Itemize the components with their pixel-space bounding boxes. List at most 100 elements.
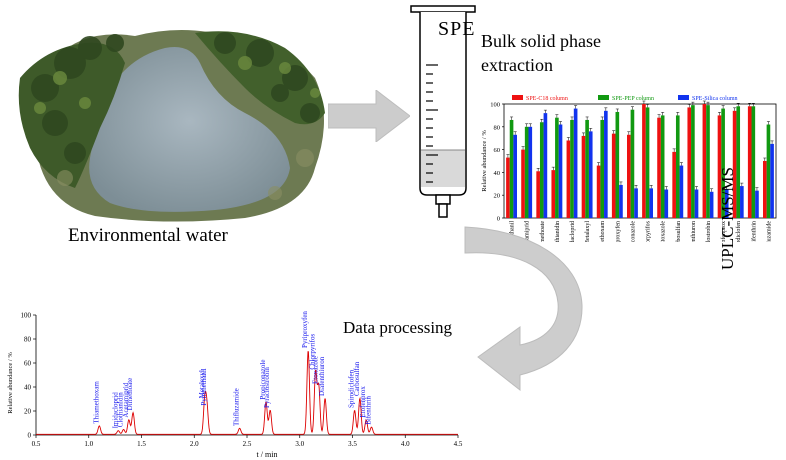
bar-category-label: Thifluzamide	[765, 221, 772, 242]
bar	[724, 189, 729, 218]
curved-arrow	[464, 226, 583, 392]
peak-label: Imidacloprid	[111, 392, 119, 429]
bulk-extraction-label-line1: Bulk solid phase	[481, 31, 601, 51]
bar	[732, 110, 737, 218]
peak-label: Pyriproxyfen	[301, 311, 309, 348]
peak-label: Pymmethanil	[200, 368, 208, 405]
bar	[506, 157, 510, 218]
chrom-y-tick-label: 80	[24, 336, 32, 344]
peak-label: Pyraclostrobin	[263, 367, 271, 408]
chrom-y-tick-label: 100	[21, 312, 32, 320]
bar	[694, 189, 699, 218]
bar	[675, 115, 680, 218]
bar-category-label: Spirodiclofen	[735, 221, 742, 242]
bar-category-label: Dimethoate	[540, 221, 546, 242]
data-processing-label: Data processing	[343, 318, 453, 337]
uplc-msms-label: UPLC-MS/MS	[718, 167, 737, 270]
bar	[642, 104, 646, 218]
bar	[528, 126, 533, 218]
chrom-x-tick-label: 1.0	[84, 440, 93, 448]
chrom-x-tick-label: 4.0	[401, 440, 410, 448]
bar	[596, 165, 601, 218]
legend-label: SPE-C18 column	[526, 96, 568, 102]
bar	[513, 134, 517, 218]
chrom-x-tick-label: 2.0	[190, 440, 199, 448]
bar-category-label: Etofenprox	[720, 221, 727, 242]
bar-category-label: Chlorpyrifos	[645, 220, 652, 242]
bar	[585, 119, 589, 218]
spe-cartridge-icon	[410, 5, 476, 218]
peak-label: Chlorpyrifos	[309, 334, 317, 370]
chrom-y-tick-label: 40	[24, 384, 32, 392]
bar	[721, 108, 725, 218]
bar	[687, 107, 692, 218]
bar	[524, 126, 529, 218]
bar-category-label: Diafenthiuron	[690, 221, 697, 242]
bar	[536, 171, 540, 218]
bar	[634, 188, 638, 218]
spe-label: SPE	[438, 18, 476, 40]
bar	[691, 105, 695, 218]
bar-y-tick-label: 0	[497, 216, 500, 223]
bar-category-label: Clothianidin	[555, 221, 561, 242]
peak-label: Etofenprox	[359, 386, 367, 418]
bar	[604, 110, 608, 218]
bar-plot-frame	[503, 103, 777, 219]
legend-swatch	[678, 95, 689, 100]
bar-category-label: Pyraclostrobin	[706, 221, 712, 242]
bar	[509, 119, 514, 218]
peak-label: Thifluzamide	[233, 388, 241, 426]
bar-category-label: Acetamiprid	[525, 221, 531, 242]
recovery-bar-chart: 0 20 40 60 80 100 Relative abundance / % Pymmet…	[481, 95, 777, 242]
bar	[672, 151, 676, 218]
chrom-x-tick-label: 2.5	[243, 440, 252, 448]
bar	[709, 191, 714, 218]
bar	[539, 122, 544, 218]
peak-label: Clothianidin	[117, 392, 125, 428]
bar	[679, 165, 684, 218]
chrom-y-tick-label: 20	[24, 408, 32, 416]
peak-label: Diafenthiuron	[318, 356, 326, 396]
chromatogram-chart: 0 20 40 60 80 100 0.5 1.0 1.5 2.0 2.5 3.0 3.5 4.0 4.5 t…	[7, 311, 463, 459]
peak-label: Etoxazole	[312, 356, 320, 384]
bar-y-tick-label: 80	[494, 124, 501, 131]
bar	[717, 115, 722, 218]
bar	[664, 189, 669, 218]
legend-label: SPE-PEP column	[612, 96, 654, 102]
peak-label: Metalaxyl	[198, 370, 206, 398]
bar-category-label: Metalaxyl	[585, 221, 591, 242]
bar	[570, 119, 574, 218]
bar	[645, 107, 650, 218]
peak-label: Spirodiclofen	[348, 369, 356, 408]
bar	[627, 134, 631, 218]
bar	[706, 105, 710, 218]
bar	[755, 190, 759, 218]
bar	[581, 135, 586, 218]
water-label: Environmental water	[68, 225, 228, 246]
bar-y-tick-label: 20	[494, 193, 501, 200]
bar	[751, 106, 756, 218]
bar	[770, 143, 774, 218]
bar	[611, 133, 616, 218]
chrom-x-axis-label: t / min	[257, 450, 278, 459]
chromatogram-trace	[36, 351, 458, 435]
bar	[588, 131, 593, 218]
bar-y-tick-label: 40	[494, 170, 501, 177]
peak-label: Propiconazole	[259, 360, 267, 400]
bar	[555, 117, 559, 218]
bar-category-label: Imidacloprid	[570, 221, 576, 242]
chrom-x-tick-label: 1.5	[137, 440, 146, 448]
bar-y-tick-label: 60	[494, 147, 501, 154]
bar-y-axis-label: Relative abundance / %	[481, 130, 488, 192]
bar	[573, 108, 578, 218]
peak-label: Dimethoate	[126, 378, 134, 411]
bar	[763, 161, 767, 218]
chrom-y-axis-label: Relative abundance / %	[7, 352, 14, 414]
chrom-y-tick-label: 60	[24, 360, 32, 368]
bar	[736, 106, 741, 218]
bar	[615, 111, 620, 218]
bar	[649, 188, 653, 218]
bar	[766, 124, 771, 218]
chrom-x-tick-label: 0.5	[32, 440, 41, 448]
bar	[747, 106, 752, 218]
